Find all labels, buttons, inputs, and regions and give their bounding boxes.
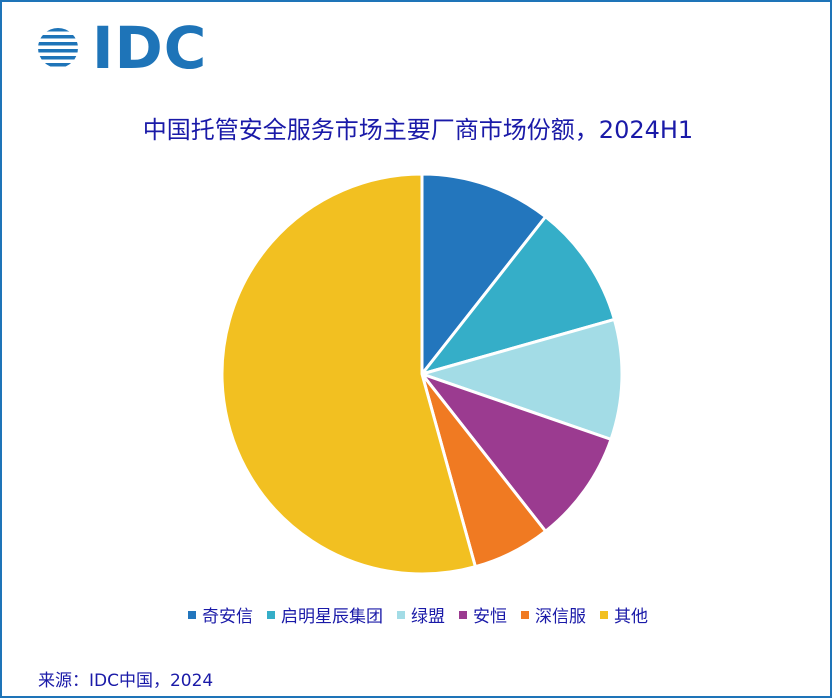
legend-label: 其他 <box>614 607 648 627</box>
legend-swatch <box>521 610 529 619</box>
legend-label: 奇安信 <box>202 607 253 627</box>
source-note: 来源：IDC中国，2024 <box>38 671 214 691</box>
legend-swatch <box>397 610 405 619</box>
legend-item: 其他 <box>600 602 648 627</box>
legend-label: 启明星辰集团 <box>281 607 383 627</box>
chart-legend: 奇安信 启明星辰集团 绿盟 安恒 深信服 其他 <box>2 602 832 627</box>
chart-title: 中国托管安全服务市场主要厂商市场份额，2024H1 <box>142 116 694 144</box>
legend-label: 安恒 <box>473 607 507 627</box>
legend-swatch <box>188 610 196 619</box>
legend-label: 深信服 <box>535 607 586 627</box>
legend-item: 绿盟 <box>397 602 445 627</box>
logo-text: IDC <box>92 14 208 82</box>
pie-slice-4 <box>420 372 613 533</box>
legend-item: 奇安信 <box>188 602 253 627</box>
legend-swatch <box>459 610 467 619</box>
pie-slice-6 <box>220 172 477 576</box>
legend-label: 绿盟 <box>411 607 445 627</box>
pie-slice-2 <box>420 215 616 376</box>
legend-item: 深信服 <box>521 602 586 627</box>
legend-swatch <box>267 610 275 619</box>
idc-logo: IDC <box>36 14 226 82</box>
legend-swatch <box>600 610 608 619</box>
pie-slice-3 <box>420 317 624 441</box>
pie-slice-1 <box>420 172 548 376</box>
legend-item: 启明星辰集团 <box>267 602 383 627</box>
pie-chart <box>220 172 624 576</box>
legend-item: 安恒 <box>459 602 507 627</box>
globe-icon <box>38 28 78 67</box>
